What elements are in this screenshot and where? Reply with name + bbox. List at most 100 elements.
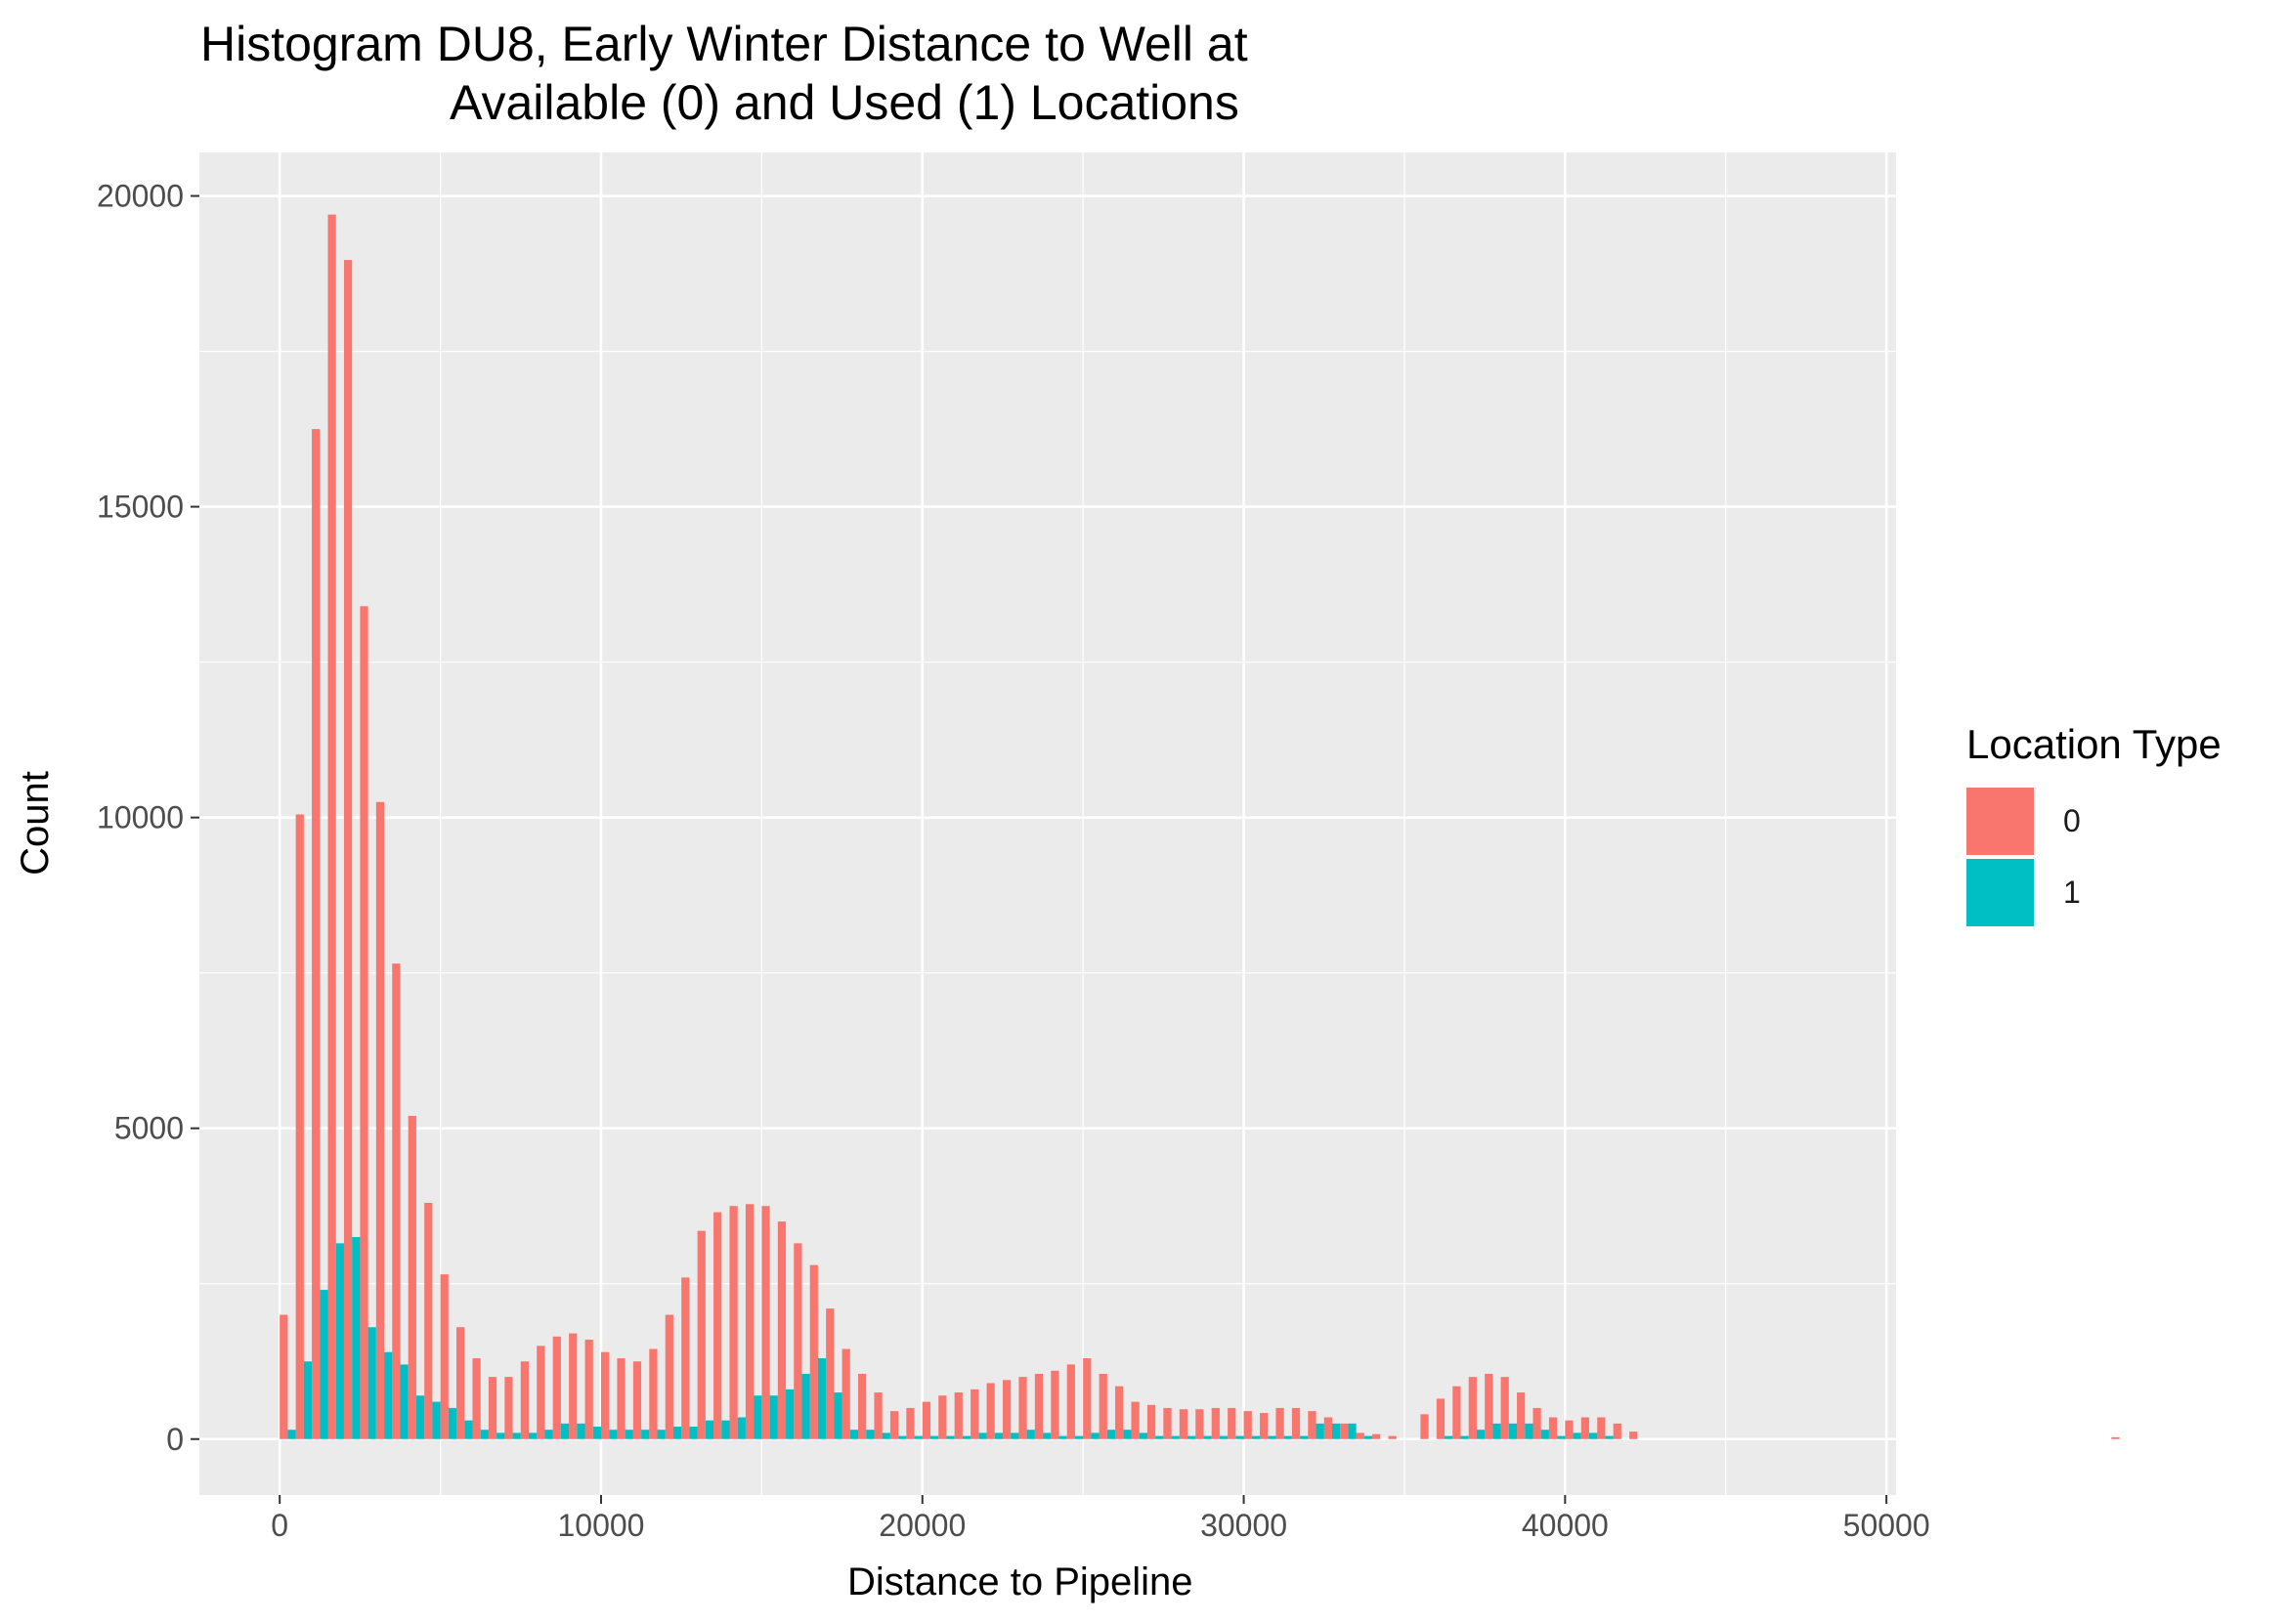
legend-label-1: 1 xyxy=(2063,875,2081,910)
y-tick-label: 0 xyxy=(166,1422,184,1457)
bar-series-0 xyxy=(1066,1364,1075,1439)
bar-series-0 xyxy=(1580,1417,1590,1439)
bar-series-1 xyxy=(415,1395,425,1439)
bar-series-0 xyxy=(1323,1417,1332,1439)
bar-series-1 xyxy=(978,1432,987,1439)
x-tick-label: 20000 xyxy=(879,1508,966,1543)
bar-series-1 xyxy=(1492,1423,1501,1439)
bar-series-1 xyxy=(737,1417,746,1439)
bar-series-1 xyxy=(849,1430,859,1439)
bar-series-1 xyxy=(464,1420,473,1439)
bar-series-0 xyxy=(794,1243,802,1439)
bar-series-1 xyxy=(898,1435,907,1439)
bar-series-0 xyxy=(906,1407,915,1439)
panel-background xyxy=(199,152,1896,1495)
bar-series-0 xyxy=(713,1212,722,1439)
bar-series-0 xyxy=(1228,1407,1236,1439)
bar-series-1 xyxy=(512,1432,521,1439)
bar-series-0 xyxy=(649,1348,658,1439)
bar-series-0 xyxy=(1420,1414,1429,1439)
bar-series-1 xyxy=(1171,1435,1180,1439)
y-tick-label: 15000 xyxy=(97,490,184,525)
bar-series-1 xyxy=(1155,1435,1164,1439)
bar-series-1 xyxy=(1589,1432,1598,1439)
bar-series-0 xyxy=(375,801,385,1439)
bar-series-1 xyxy=(946,1435,955,1439)
bar-series-0 xyxy=(729,1206,738,1439)
legend-label-0: 0 xyxy=(2063,803,2081,838)
bar-series-1 xyxy=(962,1435,971,1439)
bar-series-0 xyxy=(440,1274,449,1439)
bar-series-1 xyxy=(1235,1435,1244,1439)
bar-series-0 xyxy=(1613,1423,1621,1439)
bar-series-0 xyxy=(1597,1417,1606,1439)
bar-series-0 xyxy=(584,1339,593,1439)
bar-series-0 xyxy=(456,1327,465,1439)
bar-series-1 xyxy=(303,1361,313,1439)
bar-series-0 xyxy=(1565,1420,1574,1439)
bar-series-0 xyxy=(1532,1407,1541,1439)
legend-swatch-1 xyxy=(1966,859,2034,926)
bar-series-0 xyxy=(761,1206,770,1439)
bar-series-0 xyxy=(569,1333,578,1439)
bar-series-1 xyxy=(1283,1435,1292,1439)
bar-series-1 xyxy=(1074,1435,1084,1439)
bar-series-0 xyxy=(327,214,336,1439)
bar-series-1 xyxy=(705,1420,714,1439)
bar-series-1 xyxy=(1316,1423,1324,1439)
bar-series-1 xyxy=(1573,1432,1581,1439)
bar-series-1 xyxy=(352,1237,361,1439)
bar-series-1 xyxy=(1123,1430,1132,1439)
bar-series-0 xyxy=(1485,1373,1493,1439)
bar-series-1 xyxy=(1091,1432,1100,1439)
bar-series-1 xyxy=(1011,1432,1019,1439)
legend-swatch-0 xyxy=(1966,788,2034,855)
bar-series-1 xyxy=(1187,1435,1196,1439)
bar-series-0 xyxy=(1018,1377,1027,1439)
bar-series-1 xyxy=(529,1432,538,1439)
bar-series-0 xyxy=(408,1115,416,1439)
bar-series-1 xyxy=(1348,1423,1357,1439)
x-tick-label: 30000 xyxy=(1200,1508,1287,1543)
bar-series-1 xyxy=(801,1373,810,1439)
bar-series-0 xyxy=(1083,1358,1092,1439)
bar-series-1 xyxy=(1508,1423,1518,1439)
bar-series-0 xyxy=(1002,1380,1012,1439)
bar-series-1 xyxy=(1026,1430,1035,1439)
bar-series-0 xyxy=(1356,1432,1364,1439)
bar-series-0 xyxy=(1468,1377,1477,1439)
bar-series-0 xyxy=(665,1314,673,1439)
bar-series-0 xyxy=(922,1401,930,1439)
bar-series-0 xyxy=(1275,1407,1284,1439)
bar-series-1 xyxy=(560,1423,570,1439)
bar-series-1 xyxy=(367,1327,376,1439)
x-tick-label: 40000 xyxy=(1522,1508,1609,1543)
legend: Location Type 0 1 xyxy=(1966,721,2222,928)
bar-series-1 xyxy=(432,1401,441,1439)
bar-series-1 xyxy=(1203,1435,1212,1439)
legend-item-0: 0 xyxy=(1966,786,2222,857)
bar-series-1 xyxy=(657,1430,666,1439)
bar-series-0 xyxy=(697,1230,706,1439)
bar-series-1 xyxy=(1557,1435,1566,1439)
bar-series-1 xyxy=(448,1407,457,1439)
bar-series-0 xyxy=(1629,1432,1638,1439)
y-axis-title: Count xyxy=(13,771,57,876)
bar-series-0 xyxy=(1548,1417,1558,1439)
bar-series-0 xyxy=(600,1351,610,1439)
bar-series-0 xyxy=(1243,1411,1252,1439)
bar-series-1 xyxy=(786,1389,795,1439)
bar-series-0 xyxy=(488,1377,497,1439)
bar-series-1 xyxy=(1460,1435,1469,1439)
bar-series-0 xyxy=(552,1336,561,1439)
bar-series-1 xyxy=(769,1395,778,1439)
bar-series-1 xyxy=(400,1364,409,1439)
bar-series-0 xyxy=(1500,1377,1509,1439)
bar-series-1 xyxy=(882,1432,890,1439)
chart-title-line-1: Histogram DU8, Early Winter Distance to … xyxy=(200,17,1248,71)
bar-series-1 xyxy=(592,1427,601,1439)
bar-series-0 xyxy=(745,1204,755,1439)
bar-series-1 xyxy=(384,1351,393,1439)
bar-series-0 xyxy=(1115,1386,1124,1439)
bar-series-0 xyxy=(1179,1409,1188,1439)
